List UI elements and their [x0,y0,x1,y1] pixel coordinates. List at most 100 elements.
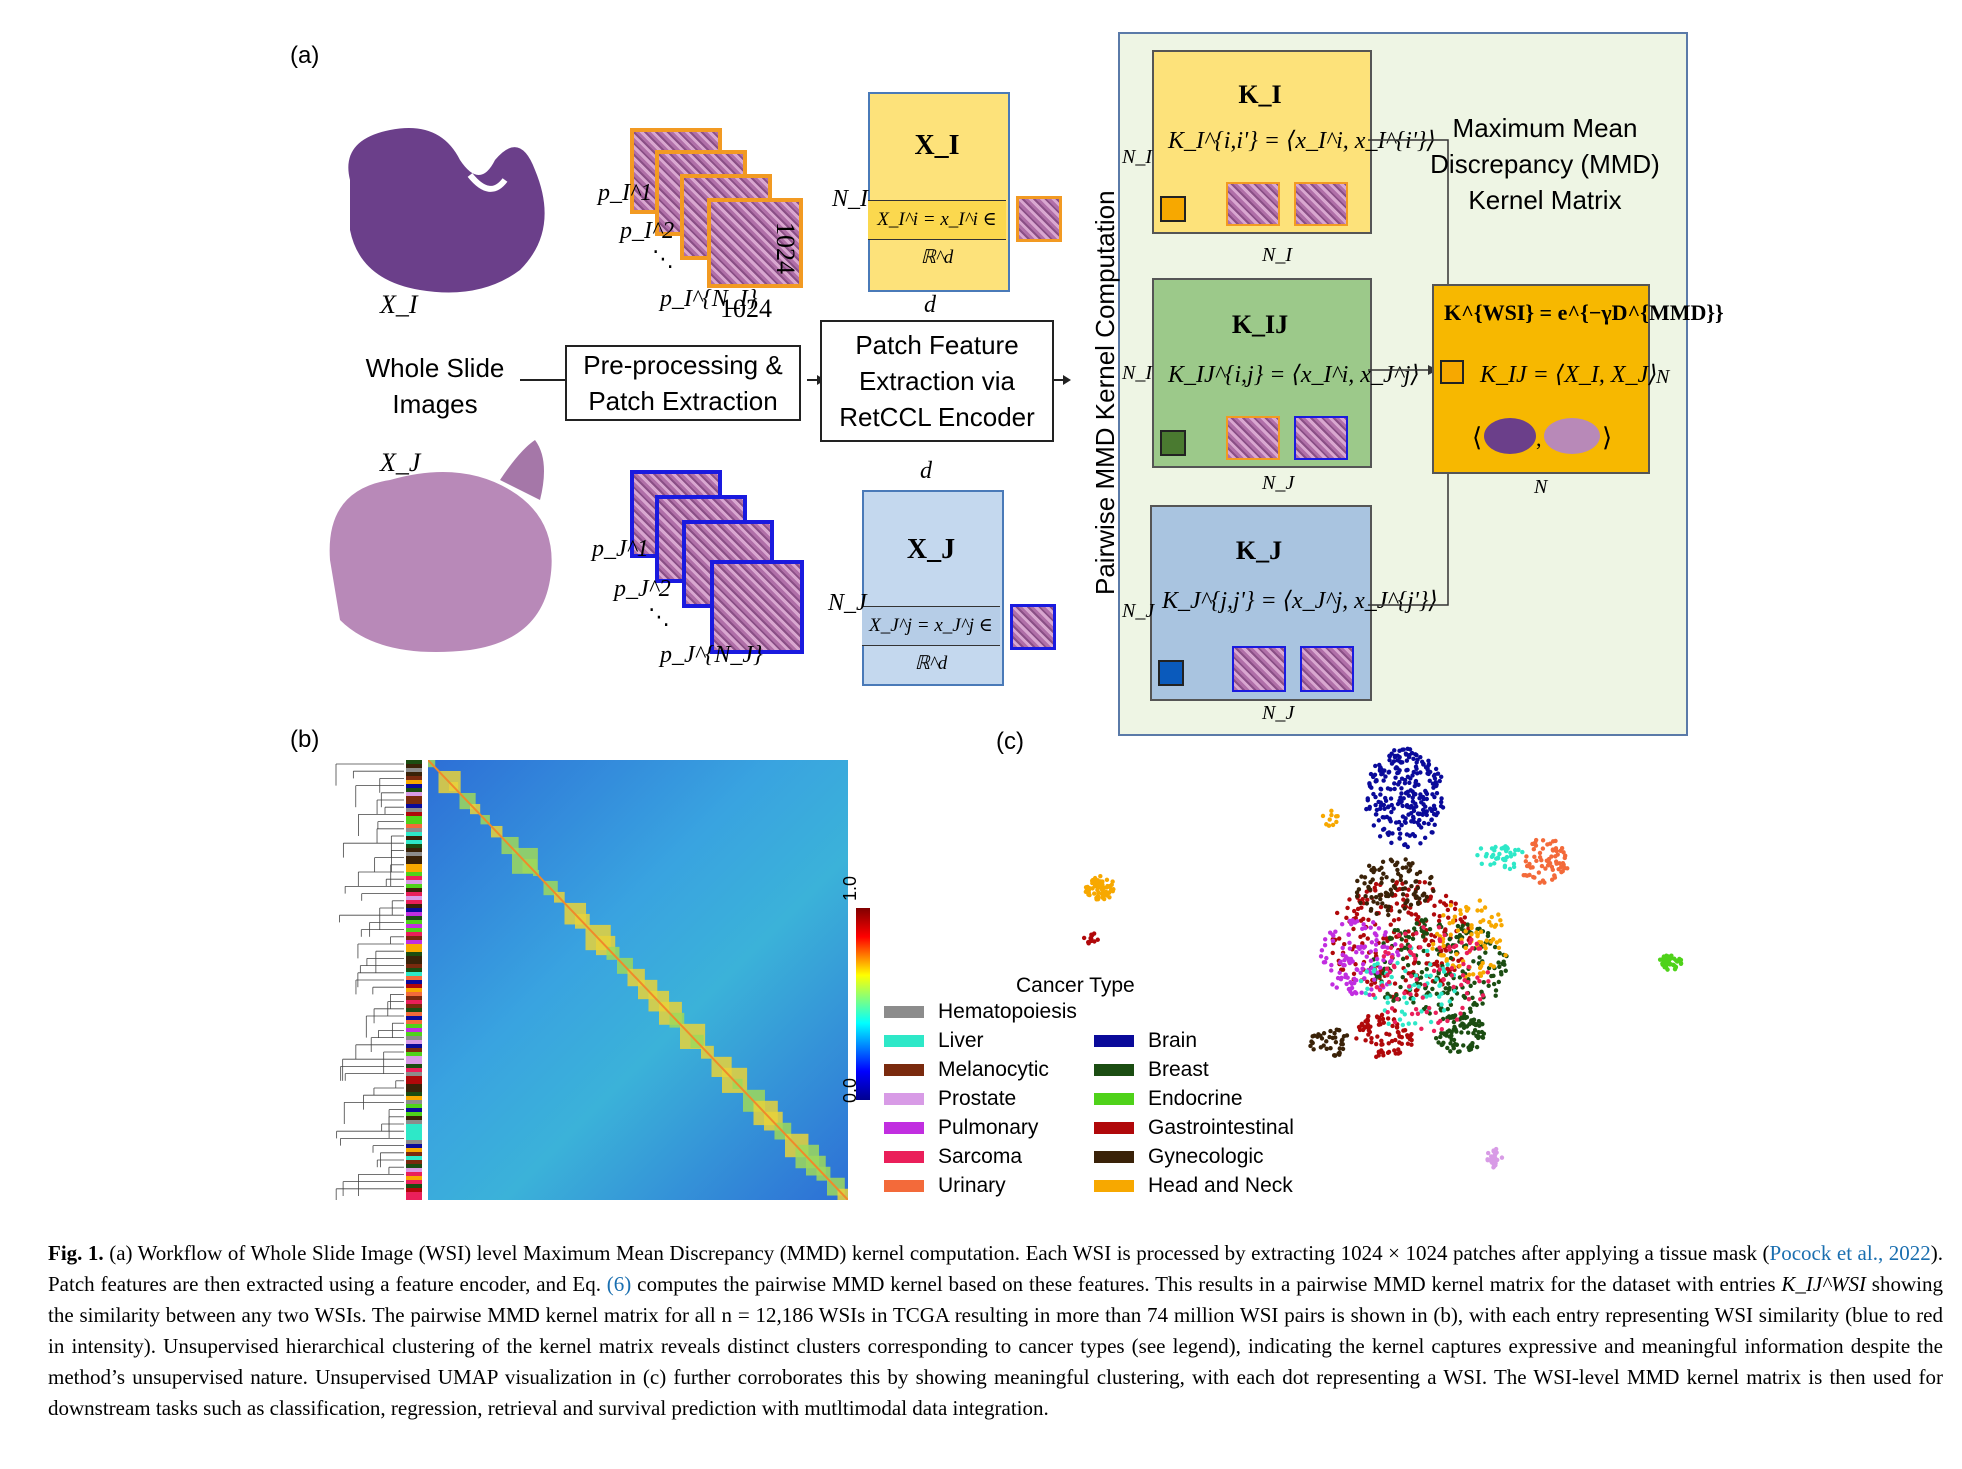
patch-height-label: 1024 [771,222,800,274]
feature-matrix-j [862,490,1004,686]
legend-label: Breast [1148,1058,1209,1081]
mmd-title: Maximum Mean Discrepancy (MMD) Kernel Ma… [1430,113,1660,215]
patch-dots-i: ⋱ [652,246,674,271]
caption-label: Fig. 1. [48,1241,104,1265]
patch-label-i-n: p_I^{N_I} [660,286,758,312]
feature-matrix-j-row: X_J^j = x_J^j ∈ ℝ^d [862,606,1000,674]
kernel-box-j-eq: K_J^{j,j'} = ⟨x_J^j, x_J^{j'}⟩ [1162,588,1438,614]
legend-label: Gastrointestinal [1148,1116,1294,1139]
legend-item-liver: Liver [884,1029,984,1053]
caption-text-2: ). Patch features are then extracted usi… [48,1241,1943,1296]
legend-label: Pulmonary [938,1116,1039,1139]
legend-item-sarcoma: Sarcoma [884,1145,1022,1169]
patch-width-label: 1024 [720,294,772,323]
legend-swatch [884,1151,924,1164]
legend-label: Head and Neck [1148,1174,1293,1197]
feature-matrix-i-rows: N_I [832,186,868,212]
kernel-box-j-patch-2 [1300,646,1354,692]
svg-text:,: , [1536,426,1542,451]
cluster-color-bar [406,760,422,1200]
kernel-box-ij-patch-1 [1226,416,1280,460]
kernel-box-i-eq: K_I^{i,i'} = ⟨x_I^i, x_I^{i'}⟩ [1168,128,1436,154]
feature-matrix-j-cols: d [920,458,932,484]
caption-citation-link[interactable]: Pocock et al., 2022 [1769,1241,1931,1265]
legend-label: Gynecologic [1148,1145,1264,1168]
legend-item-urinary: Urinary [884,1174,1006,1198]
colorbar-min: 0.0 [840,1077,861,1104]
kernel-box-j-nbottom: N_J [1262,702,1295,724]
kernel-box-j-patch-1 [1232,646,1286,692]
legend-item-hematopoiesis: Hematopoiesis [884,1000,1077,1024]
legend-swatch [1094,1180,1134,1193]
caption-text-1: (a) Workflow of Whole Slide Image (WSI) … [109,1241,1770,1265]
colorbar-max: 1.0 [840,875,861,902]
legend-label: Prostate [938,1087,1017,1110]
legend-swatch [884,1122,924,1135]
panel-label-b: (b) [290,726,320,753]
legend-item-brain: Brain [1094,1029,1197,1053]
wsi-kernel-nbottom: N [1534,476,1548,498]
kernel-box-j-title: K_J [1235,536,1283,565]
legend-label: Endocrine [1148,1087,1243,1110]
feature-matrix-j-title: X_J [906,534,956,565]
feature-extraction-box: Patch Feature Extraction via RetCCL Enco… [820,320,1054,442]
panel-label-c: (c) [996,728,1024,755]
kernel-panel-vertical-label: Pairwise MMD Kernel Computation [1090,190,1120,595]
whole-slide-label: Whole Slide Images [365,353,505,419]
dendrogram [335,763,404,1200]
legend-swatch [1094,1151,1134,1164]
legend-label: Liver [938,1029,984,1052]
wsi-kernel-thumbs: ⟨ , ⟩ [1472,418,1612,454]
feature-matrix-j-rows: N_J [828,590,867,616]
feature-patch-i [1016,196,1062,242]
wsi-kernel-nright: N [1656,366,1670,388]
legend-item-endocrine: Endocrine [1094,1087,1243,1111]
kernel-box-ij-eq: K_IJ^{i,j} = ⟨x_I^i, x_J^j⟩ [1168,362,1420,388]
legend-item-melanocytic: Melanocytic [884,1058,1049,1082]
legend-item-breast: Breast [1094,1058,1209,1082]
legend-swatch [884,1006,924,1019]
umap-scatter [1081,746,1684,1170]
panel-label-a: (a) [290,42,320,69]
legend-label: Sarcoma [938,1145,1023,1168]
legend-item-pulmonary: Pulmonary [884,1116,1038,1140]
legend-swatch [1094,1093,1134,1106]
patch-dots-j: ⋱ [648,604,670,629]
wsi-kernel-pair: K_IJ = ⟨X_I, X_J⟩ [1480,362,1658,388]
legend-item-head-and-neck: Head and Neck [1094,1174,1293,1198]
kernel-box-ij-title: K_IJ [1231,310,1289,339]
patch-label-j-n: p_J^{N_J} [660,642,763,668]
kernel-box-ij-nleft: N_I [1122,362,1152,384]
wsi-label-i: X_I [380,290,418,319]
caption-text-3: computes the pairwise MMD kernel based o… [631,1272,1782,1296]
patch-label-j-2: p_J^2 [614,576,671,602]
legend-label: Brain [1148,1029,1198,1052]
patch-label-i-1: p_I^1 [598,180,653,206]
caption-equation-link[interactable]: (6) [606,1272,632,1296]
legend-swatch [884,1064,924,1077]
kernel-heatmap [428,760,848,1200]
legend-swatch [1094,1122,1134,1135]
kernel-box-i-swatch [1160,196,1186,222]
feature-matrix-i [868,92,1010,292]
legend-swatch [884,1093,924,1106]
feature-matrix-i-cols: d [924,292,936,318]
legend-label: Melanocytic [938,1058,1049,1081]
svg-text:⟩: ⟩ [1602,423,1612,452]
caption-symbol: K_IJ^WSI [1781,1272,1866,1296]
legend-item-prostate: Prostate [884,1087,1016,1111]
wsi-kernel-swatch [1440,360,1464,384]
caption-text-4: showing the similarity between any two W… [48,1272,1943,1420]
legend-swatch [1094,1035,1134,1048]
kernel-box-j-nleft: N_J [1122,600,1155,622]
kernel-box-i-nbottom: N_I [1262,244,1292,266]
patch-label-j-1: p_J^1 [592,536,649,562]
feature-matrix-i-row: X_I^i = x_I^i ∈ ℝ^d [868,200,1006,268]
kernel-box-i-patch-1 [1226,182,1280,226]
legend-swatch [884,1035,924,1048]
legend-swatch [1094,1064,1134,1077]
feature-patch-j [1010,604,1056,650]
preprocess-box: Pre-processing & Patch Extraction [565,345,801,421]
kernel-box-j-swatch [1158,660,1184,686]
legend-title: Cancer Type [1016,974,1135,997]
